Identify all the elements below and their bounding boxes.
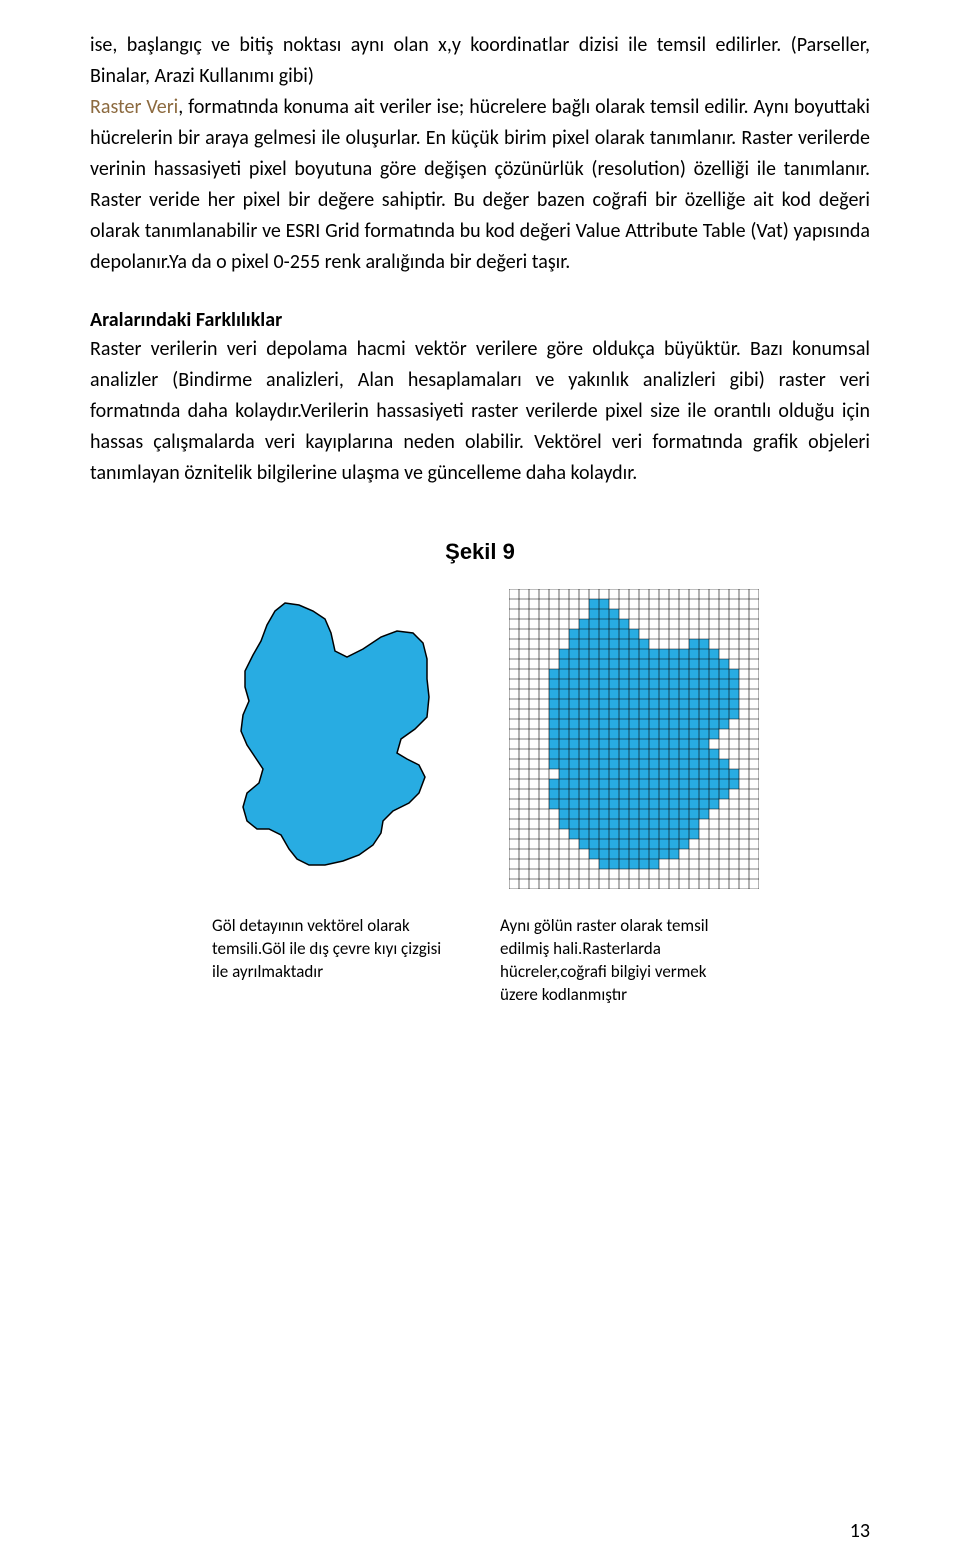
text-run: , formatında konuma ait veriler ise; hüc…: [90, 95, 870, 274]
raster-veri-label: Raster Veri: [90, 95, 178, 119]
section-heading: Aralarındaki Farklılıklar: [90, 308, 870, 332]
paragraph-2: Raster verilerin veri depolama hacmi vek…: [90, 334, 870, 489]
vector-figure: [201, 589, 449, 889]
figure-row: [90, 589, 870, 889]
vector-caption: Göl detayının vektörel olarak temsili.Gö…: [212, 915, 460, 1007]
figure-title: Şekil 9: [90, 539, 870, 565]
text-run: ise, başlangıç ve bitiş noktası aynı ola…: [90, 33, 870, 88]
caption-row: Göl detayının vektörel olarak temsili.Gö…: [90, 915, 870, 1007]
paragraph-1: ise, başlangıç ve bitiş noktası aynı ola…: [90, 30, 870, 278]
document-page: ise, başlangıç ve bitiş noktası aynı ola…: [0, 0, 960, 1567]
raster-caption: Aynı gölün raster olarak temsil edilmiş …: [500, 915, 748, 1007]
lake-vector-svg: [201, 589, 449, 889]
lake-raster-svg: [509, 589, 759, 889]
page-number: 13: [850, 1519, 870, 1543]
raster-figure: [509, 589, 759, 889]
